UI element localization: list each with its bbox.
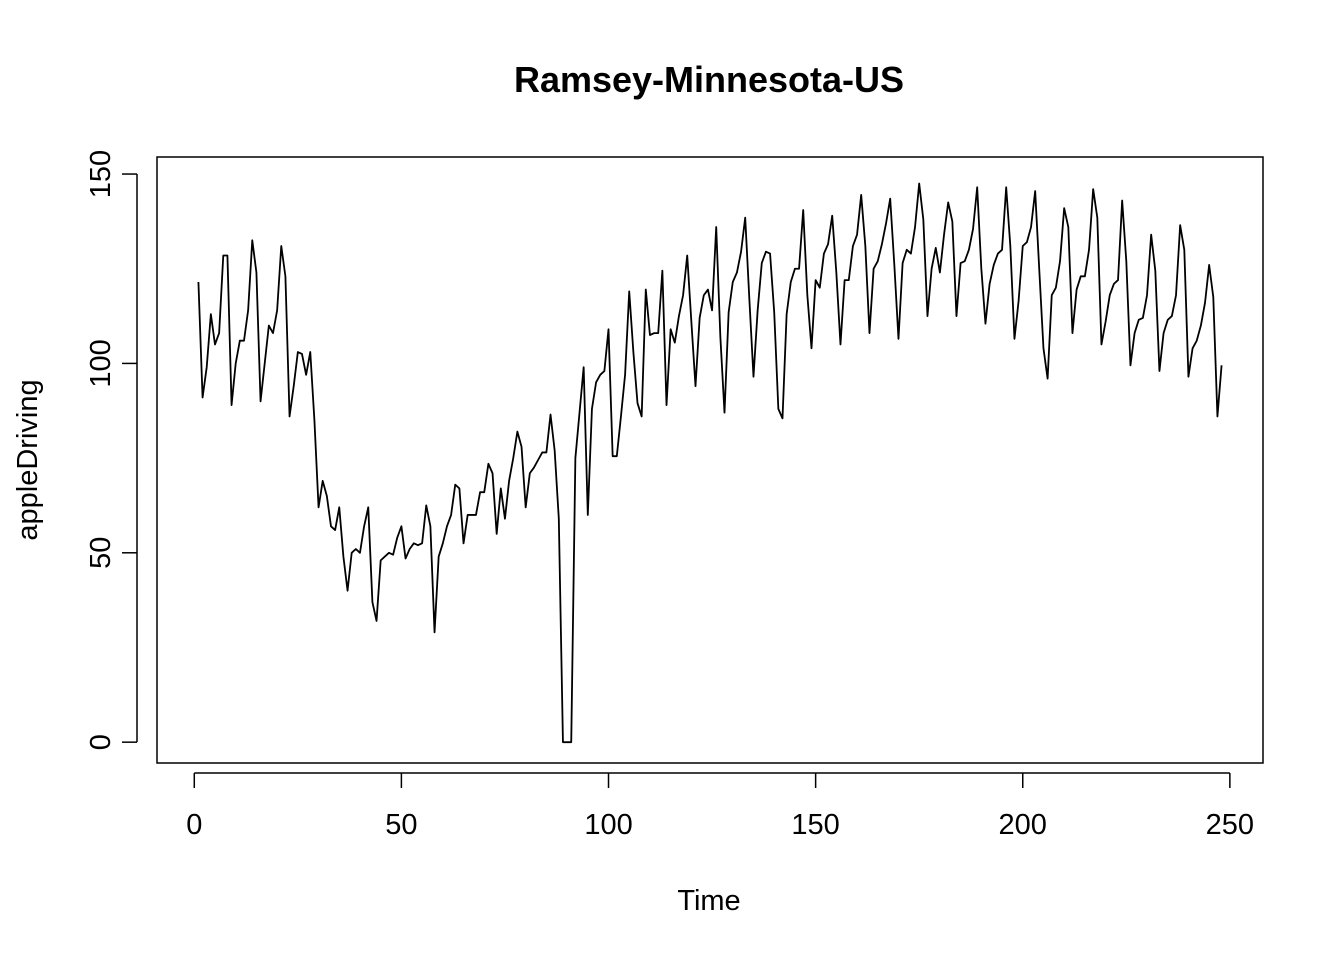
x-tick-label: 100: [584, 809, 632, 841]
x-axis-label: Time: [677, 885, 740, 917]
y-tick-label: 50: [85, 537, 117, 569]
series-layer: [197, 182, 1223, 744]
x-tick-label: 0: [186, 809, 202, 841]
x-tick-label: 50: [385, 809, 417, 841]
y-axis: 0 50 100 150: [85, 150, 138, 750]
x-axis: 0 50 100 150 200 250: [186, 772, 1254, 841]
plot-frame: [156, 156, 1264, 764]
x-tick-label: 200: [999, 809, 1047, 841]
y-tick-label: 150: [85, 150, 117, 198]
x-tick-label: 250: [1206, 809, 1254, 841]
x-tick-label: 150: [791, 809, 839, 841]
series-line: [197, 182, 1223, 744]
y-tick-label: 100: [85, 339, 117, 387]
y-axis-label: appleDriving: [12, 379, 44, 540]
chart-title: Ramsey-Minnesota-US: [514, 59, 904, 100]
y-tick-label: 0: [85, 734, 117, 750]
